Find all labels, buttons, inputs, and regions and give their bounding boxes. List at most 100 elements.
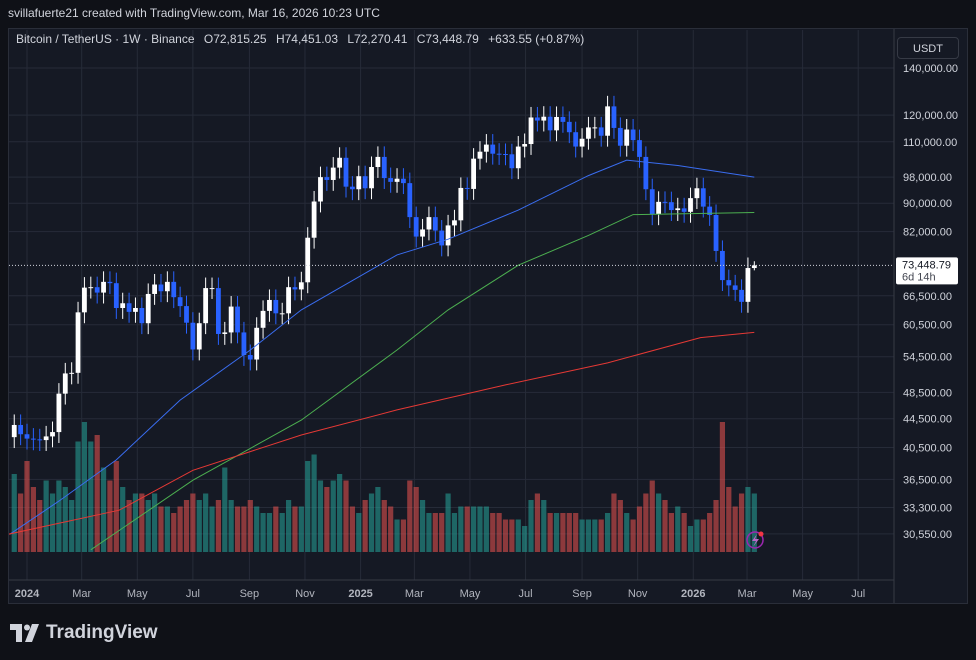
volume-bar — [196, 500, 202, 552]
volume-bar — [592, 519, 598, 552]
volume-bar — [43, 480, 49, 552]
candle-body — [515, 146, 521, 169]
candle-body — [509, 154, 515, 169]
candle-body — [605, 106, 610, 136]
candle-body — [126, 303, 132, 312]
y-tick-label: 82,000.00 — [903, 227, 952, 239]
candle-body — [732, 285, 738, 290]
candle-body — [656, 201, 662, 215]
currency-button[interactable]: USDT — [897, 37, 959, 59]
candle-body — [305, 237, 311, 283]
ohlc-change: +633.55 (+0.87%) — [488, 32, 585, 46]
candle-body — [464, 187, 470, 189]
y-tick-label: 120,000.00 — [903, 110, 958, 122]
x-tick-label: Nov — [628, 588, 648, 600]
candle-body — [675, 208, 681, 211]
volume-bar — [375, 487, 381, 552]
y-tick-label: 44,500.00 — [903, 414, 952, 426]
candle-body — [184, 306, 189, 323]
volume-bar — [356, 513, 362, 552]
symbol-legend: Bitcoin / TetherUS · 1W · Binance O72,81… — [16, 32, 590, 46]
symbol-name[interactable]: Bitcoin / TetherUS · 1W · Binance — [16, 32, 195, 46]
candle-body — [56, 393, 62, 433]
brand-name: TradingView — [46, 622, 158, 643]
candle-body — [324, 177, 330, 180]
volume-bar — [324, 487, 330, 552]
y-tick-label: 30,550.00 — [903, 529, 952, 541]
candle-body — [164, 281, 170, 292]
volume-bar — [158, 506, 164, 552]
volume-bar — [624, 513, 630, 552]
candle-body — [688, 198, 693, 212]
candle-body — [203, 288, 209, 324]
volume-bar — [719, 422, 726, 552]
x-tick-label: Mar — [405, 588, 424, 600]
candle-body — [88, 287, 94, 289]
candle-body — [726, 280, 732, 286]
volume-bar — [732, 506, 738, 552]
candle-body — [235, 306, 240, 333]
candle-body — [222, 332, 228, 334]
volume-bar — [203, 493, 209, 552]
volume-bar — [675, 506, 681, 552]
y-tick-label: 36,500.00 — [903, 474, 952, 486]
candle-body — [630, 129, 636, 141]
series-layer — [9, 95, 757, 552]
candle-body — [139, 308, 145, 324]
candle-body — [643, 156, 649, 190]
volume-bar — [37, 500, 43, 552]
y-tick-label: 140,000.00 — [903, 63, 958, 75]
candle-body — [445, 225, 451, 246]
volume-bar — [400, 519, 407, 552]
volume-bar — [279, 513, 285, 552]
volume-bar — [24, 461, 30, 552]
x-tick-label: Jul — [186, 588, 200, 600]
ohlc-close: C73,448.79 — [416, 32, 479, 46]
candle-body — [432, 217, 438, 231]
candle-body — [745, 268, 751, 302]
candle-body — [649, 189, 655, 215]
candle-body — [375, 156, 381, 168]
x-tick-label: Sep — [240, 588, 260, 600]
volume-bar — [522, 526, 528, 552]
volume-bar — [496, 513, 502, 552]
volume-bar — [120, 487, 126, 552]
candle-body — [535, 117, 540, 121]
volume-bar — [139, 493, 145, 552]
volume-bar — [222, 467, 228, 552]
volume-bar — [585, 519, 592, 552]
candle-body — [152, 284, 157, 294]
candle-body — [158, 284, 164, 292]
candle-body — [292, 287, 298, 290]
volume-bar — [477, 506, 483, 552]
candle-body — [662, 201, 668, 203]
volume-bar — [49, 493, 56, 552]
y-tick-label: 40,500.00 — [903, 443, 952, 455]
x-tick-label: Jul — [851, 588, 865, 600]
volume-bar — [311, 454, 317, 552]
candle-body — [69, 372, 75, 374]
volume-bar — [234, 506, 241, 552]
x-tick-label: Jul — [519, 588, 533, 600]
candle-body — [617, 127, 623, 146]
volume-bar — [630, 519, 636, 552]
candle-body — [503, 153, 508, 155]
volume-bar — [579, 519, 585, 552]
candle-body — [452, 220, 457, 226]
candle-body — [407, 183, 413, 218]
volume-bar — [611, 493, 617, 552]
candle-body — [37, 439, 43, 441]
volume-bar — [254, 506, 260, 552]
moving-average-blue — [9, 159, 755, 535]
volume-bar — [69, 500, 75, 552]
volume-bar — [215, 500, 221, 552]
volume-bar — [502, 519, 509, 552]
candle-body — [541, 116, 547, 121]
candle-body — [286, 287, 291, 314]
volume-bar — [483, 506, 489, 552]
volume-bar — [190, 493, 196, 552]
candle-body — [496, 153, 502, 155]
volume-bar — [738, 493, 745, 552]
candle-body — [401, 178, 406, 184]
